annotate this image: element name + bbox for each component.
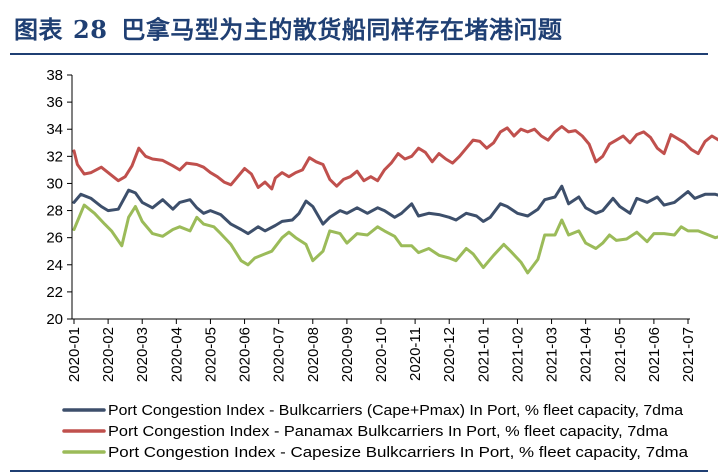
legend-label-2: Port Congestion Index - Panamax Bulkcarr… <box>108 424 669 440</box>
series-line-2 <box>72 125 718 191</box>
x-tick-label: 2021-05 <box>612 327 629 382</box>
y-tick-label: 38 <box>46 67 63 84</box>
chart-legend: Port Congestion Index - Bulkcarriers (Ca… <box>62 403 689 461</box>
x-tick-label: 2020-05 <box>202 327 219 382</box>
x-tick-label: 2020-09 <box>339 327 356 382</box>
x-tick-label: 2020-11 <box>407 327 424 381</box>
x-tick-label: 2021-01 <box>475 327 492 382</box>
figure-caption: 巴拿马型为主的散货船同样存在堵港问题 <box>121 15 563 44</box>
series-line-3 <box>72 203 718 275</box>
x-tick-label: 2020-04 <box>168 327 185 382</box>
x-tick-label: 2020-08 <box>305 327 322 382</box>
y-tick-label: 30 <box>46 175 63 192</box>
y-tick-label: 28 <box>46 203 63 220</box>
x-tick-label: 2020-12 <box>441 327 458 382</box>
y-tick-label: 24 <box>46 257 63 274</box>
bottom-rule <box>10 470 708 472</box>
figure-label: 图表 <box>14 15 63 44</box>
x-tick-label: 2021-07 <box>680 327 697 382</box>
x-tick-label: 2020-06 <box>237 327 254 382</box>
x-tick-label: 2021-03 <box>544 327 561 382</box>
x-tick-label: 2021-04 <box>578 327 595 382</box>
legend-label-1: Port Congestion Index - Bulkcarriers (Ca… <box>108 403 684 419</box>
legend-label-3: Port Congestion Index - Capesize Bulkcar… <box>108 445 689 461</box>
y-tick-label: 20 <box>46 311 63 328</box>
x-tick-label: 2020-03 <box>134 327 151 382</box>
y-tick-label: 26 <box>46 230 63 247</box>
series-line-1 <box>72 184 718 236</box>
x-tick-label: 2020-10 <box>373 327 390 382</box>
x-tick-label: 2021-06 <box>646 327 663 382</box>
x-tick-label: 2020-01 <box>66 327 83 382</box>
figure-number: 28 <box>73 15 108 44</box>
title-rule <box>10 53 708 55</box>
y-tick-label: 32 <box>46 148 63 165</box>
y-tick-label: 36 <box>46 94 63 111</box>
series-layer <box>72 125 718 275</box>
y-tick-label: 22 <box>46 284 63 301</box>
figure-title: 图表 28 巴拿马型为主的散货船同样存在堵港问题 <box>14 10 562 45</box>
x-tick-label: 2020-07 <box>271 327 288 382</box>
y-tick-label: 34 <box>46 121 63 138</box>
chart-axes: 20 22 24 26 28 30 32 34 36 38 2020-01 2020-02 2020-0… <box>46 67 697 382</box>
x-tick-label: 2020-02 <box>100 327 117 382</box>
x-tick-label: 2021-02 <box>509 327 526 382</box>
figure-header: 图表 28 巴拿马型为主的散货船同样存在堵港问题 <box>0 0 718 56</box>
